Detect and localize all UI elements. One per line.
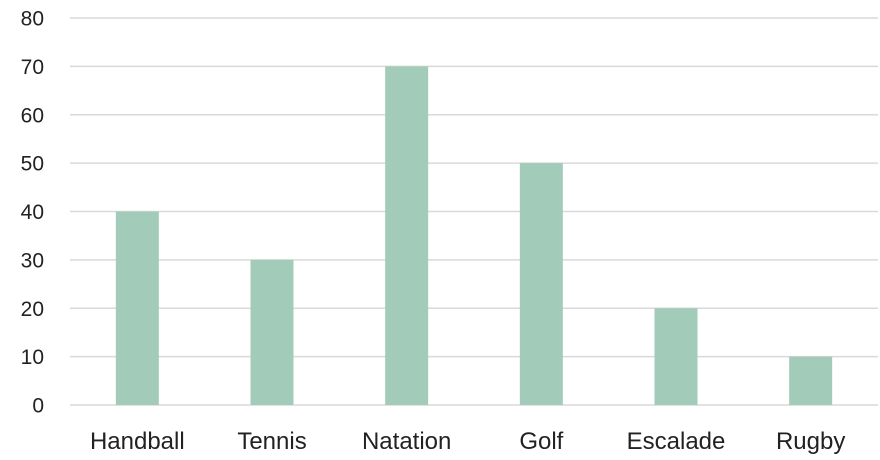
y-tick-label: 80 <box>21 8 44 31</box>
y-tick-label: 60 <box>21 104 44 127</box>
y-tick-label: 30 <box>21 249 44 272</box>
x-category-label: Golf <box>519 428 563 455</box>
x-category-label: Tennis <box>237 428 306 455</box>
x-axis-category-labels: Handball Tennis Natation Golf Escalade Rugby <box>90 428 845 455</box>
bar-tennis <box>250 259 294 405</box>
x-category-label: Handball <box>90 428 185 455</box>
bar-handball <box>115 211 159 405</box>
y-tick-label: 70 <box>21 56 44 79</box>
y-tick-label: 40 <box>21 201 44 224</box>
y-tick-label: 20 <box>21 298 44 321</box>
bar-rugby <box>789 356 833 405</box>
x-category-label: Escalade <box>627 428 726 455</box>
bar-natation <box>385 66 429 405</box>
y-tick-label: 50 <box>21 153 44 176</box>
bars <box>115 66 833 405</box>
x-category-label: Natation <box>362 428 451 455</box>
x-category-label: Rugby <box>776 428 845 455</box>
gridlines <box>70 17 878 406</box>
bar-escalade <box>654 308 698 405</box>
y-axis-tick-labels: 0 10 20 30 40 50 60 70 80 <box>21 8 44 418</box>
bar-golf <box>519 163 563 405</box>
y-tick-label: 0 <box>32 395 44 418</box>
y-tick-label: 10 <box>21 346 44 369</box>
